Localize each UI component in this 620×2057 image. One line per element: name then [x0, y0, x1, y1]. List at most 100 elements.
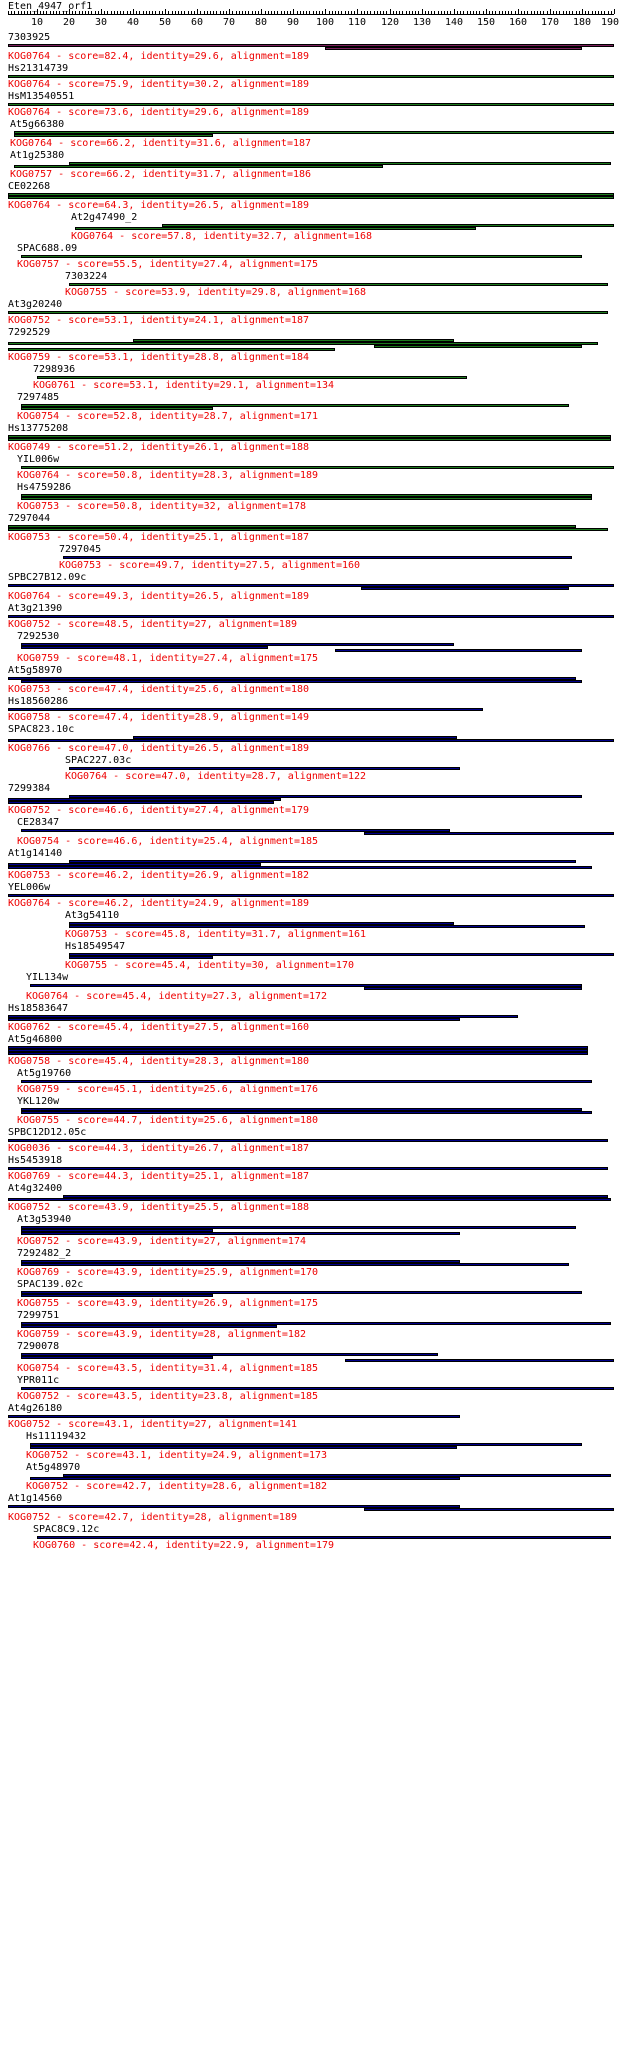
hit-label[interactable]: At5g66380 [10, 119, 65, 130]
hit-label[interactable]: 7297485 [17, 392, 60, 403]
hit-label[interactable]: SPAC227.03c [65, 755, 132, 766]
hit-info[interactable]: KOG0769 - score=43.9, identity=25.9, ali… [17, 1267, 319, 1278]
hit-info[interactable]: KOG0753 - score=50.8, identity=32, align… [17, 501, 306, 512]
hit-info[interactable]: KOG0757 - score=55.5, identity=27.4, ali… [17, 259, 319, 270]
hit-label[interactable]: CE28347 [17, 817, 60, 828]
hit-label[interactable]: 7297044 [8, 513, 51, 524]
hit-label[interactable]: 7303224 [65, 271, 108, 282]
hit-label[interactable]: At3g54110 [65, 910, 120, 921]
hit-label[interactable]: At1g14560 [8, 1493, 63, 1504]
hit-label[interactable]: CE02268 [8, 181, 51, 192]
hit-label[interactable]: HsM13540551 [8, 91, 75, 102]
hit-label[interactable]: At5g58970 [8, 665, 63, 676]
hit-info[interactable]: KOG0755 - score=44.7, identity=25.6, ali… [17, 1115, 319, 1126]
hit-label[interactable]: At4g26180 [8, 1403, 63, 1414]
hit-label[interactable]: Hs18549547 [65, 941, 126, 952]
hit-label[interactable]: YKL120w [17, 1096, 60, 1107]
hit-info[interactable]: KOG0764 - score=47.0, identity=28.7, ali… [65, 771, 367, 782]
hit-info[interactable]: KOG0752 - score=53.1, identity=24.1, ali… [8, 315, 310, 326]
hit-info[interactable]: KOG0036 - score=44.3, identity=26.7, ali… [8, 1143, 310, 1154]
hit-info[interactable]: KOG0764 - score=45.4, identity=27.3, ali… [26, 991, 328, 1002]
hit-label[interactable]: At1g25380 [10, 150, 65, 161]
hit-label[interactable]: SPAC139.02c [17, 1279, 84, 1290]
hit-label[interactable]: Hs11119432 [26, 1431, 87, 1442]
hit-label[interactable]: SPAC823.10c [8, 724, 75, 735]
hit-label[interactable]: YIL006w [17, 454, 60, 465]
hit-label[interactable]: 7303925 [8, 32, 51, 43]
hit-info[interactable]: KOG0752 - score=43.9, identity=27, align… [17, 1236, 306, 1247]
hit-label[interactable]: At3g20240 [8, 299, 63, 310]
hit-info[interactable]: KOG0764 - score=49.3, identity=26.5, ali… [8, 591, 310, 602]
hit-label[interactable]: YIL134w [26, 972, 69, 983]
hit-info[interactable]: KOG0754 - score=52.8, identity=28.7, ali… [17, 411, 319, 422]
hit-info[interactable]: KOG0749 - score=51.2, identity=26.1, ali… [8, 442, 310, 453]
hit-info[interactable]: KOG0755 - score=43.9, identity=26.9, ali… [17, 1298, 319, 1309]
hit-info[interactable]: KOG0764 - score=75.9, identity=30.2, ali… [8, 79, 310, 90]
hit-label[interactable]: Hs18583647 [8, 1003, 69, 1014]
hit-info[interactable]: KOG0755 - score=53.9, identity=29.8, ali… [65, 287, 367, 298]
hit-info[interactable]: KOG0759 - score=43.9, identity=28, align… [17, 1329, 306, 1340]
hit-label[interactable]: YPR011c [17, 1375, 60, 1386]
hit-label[interactable]: Hs5453918 [8, 1155, 63, 1166]
hit-label[interactable]: At4g32400 [8, 1183, 63, 1194]
hit-info[interactable]: KOG0764 - score=57.8, identity=32.7, ali… [71, 231, 373, 242]
hit-label[interactable]: At3g53940 [17, 1214, 72, 1225]
hit-info[interactable]: KOG0758 - score=47.4, identity=28.9, ali… [8, 712, 310, 723]
hit-info[interactable]: KOG0757 - score=66.2, identity=31.7, ali… [10, 169, 312, 180]
hit-info[interactable]: KOG0752 - score=42.7, identity=28, align… [8, 1512, 297, 1523]
hit-info[interactable]: KOG0752 - score=43.5, identity=23.8, ali… [17, 1391, 319, 1402]
hit-info[interactable]: KOG0764 - score=73.6, identity=29.6, ali… [8, 107, 310, 118]
hit-label[interactable]: SPAC688.09 [17, 243, 78, 254]
hit-label[interactable]: YEL006w [8, 882, 51, 893]
hit-label[interactable]: 7299384 [8, 783, 51, 794]
hit-info[interactable]: KOG0753 - score=45.8, identity=31.7, ali… [65, 929, 367, 940]
hit-info[interactable]: KOG0752 - score=46.6, identity=27.4, ali… [8, 805, 310, 816]
hit-info[interactable]: KOG0752 - score=43.1, identity=27, align… [8, 1419, 297, 1430]
hit-label[interactable]: 7298936 [33, 364, 76, 375]
hit-info[interactable]: KOG0753 - score=50.4, identity=25.1, ali… [8, 532, 310, 543]
hit-info[interactable]: KOG0753 - score=46.2, identity=26.9, ali… [8, 870, 310, 881]
hit-label[interactable]: 7299751 [17, 1310, 60, 1321]
hit-info[interactable]: KOG0762 - score=45.4, identity=27.5, ali… [8, 1022, 310, 1033]
hit-info[interactable]: KOG0758 - score=45.4, identity=28.3, ali… [8, 1056, 310, 1067]
hit-info[interactable]: KOG0754 - score=43.5, identity=31.4, ali… [17, 1363, 319, 1374]
hit-info[interactable]: KOG0764 - score=46.2, identity=24.9, ali… [8, 898, 310, 909]
hit-label[interactable]: 7290078 [17, 1341, 60, 1352]
hit-label[interactable]: Hs18560286 [8, 696, 69, 707]
hit-label[interactable]: Hs13775208 [8, 423, 69, 434]
hit-info[interactable]: KOG0759 - score=53.1, identity=28.8, ali… [8, 352, 310, 363]
hit-label[interactable]: At1g14140 [8, 848, 63, 859]
hit-label[interactable]: 7292529 [8, 327, 51, 338]
hit-info[interactable]: KOG0755 - score=45.4, identity=30, align… [65, 960, 354, 971]
hit-label[interactable]: Hs4759286 [17, 482, 72, 493]
hit-info[interactable]: KOG0766 - score=47.0, identity=26.5, ali… [8, 743, 310, 754]
hit-info[interactable]: KOG0764 - score=64.3, identity=26.5, ali… [8, 200, 310, 211]
hit-info[interactable]: KOG0753 - score=47.4, identity=25.6, ali… [8, 684, 310, 695]
hit-info[interactable]: KOG0752 - score=43.9, identity=25.5, ali… [8, 1202, 310, 1213]
hit-info[interactable]: KOG0754 - score=46.6, identity=25.4, ali… [17, 836, 319, 847]
hit-label[interactable]: At2g47490_2 [71, 212, 138, 223]
hit-info[interactable]: KOG0752 - score=43.1, identity=24.9, ali… [26, 1450, 328, 1461]
hit-info[interactable]: KOG0761 - score=53.1, identity=29.1, ali… [33, 380, 335, 391]
hit-info[interactable]: KOG0764 - score=66.2, identity=31.6, ali… [10, 138, 312, 149]
hit-info[interactable]: KOG0752 - score=42.7, identity=28.6, ali… [26, 1481, 328, 1492]
hit-info[interactable]: KOG0760 - score=42.4, identity=22.9, ali… [33, 1540, 335, 1551]
hit-label[interactable]: At5g48970 [26, 1462, 81, 1473]
hit-info[interactable]: KOG0752 - score=48.5, identity=27, align… [8, 619, 297, 630]
hit-label[interactable]: 7297045 [59, 544, 102, 555]
hit-label[interactable]: SPBC27B12.09c [8, 572, 87, 583]
hit-info[interactable]: KOG0769 - score=44.3, identity=25.1, ali… [8, 1171, 310, 1182]
hit-label[interactable]: SPAC8C9.12c [33, 1524, 100, 1535]
hit-label[interactable]: Hs21314739 [8, 63, 69, 74]
hit-info[interactable]: KOG0753 - score=49.7, identity=27.5, ali… [59, 560, 361, 571]
hit-info[interactable]: KOG0764 - score=82.4, identity=29.6, ali… [8, 51, 310, 62]
hit-label[interactable]: At5g19760 [17, 1068, 72, 1079]
hit-label[interactable]: At5g46800 [8, 1034, 63, 1045]
hit-label[interactable]: 7292530 [17, 631, 60, 642]
hit-label[interactable]: 7292482_2 [17, 1248, 72, 1259]
hit-info[interactable]: KOG0759 - score=45.1, identity=25.6, ali… [17, 1084, 319, 1095]
hit-info[interactable]: KOG0764 - score=50.8, identity=28.3, ali… [17, 470, 319, 481]
hit-info[interactable]: KOG0759 - score=48.1, identity=27.4, ali… [17, 653, 319, 664]
hit-label[interactable]: At3g21390 [8, 603, 63, 614]
hit-label[interactable]: SPBC12D12.05c [8, 1127, 87, 1138]
